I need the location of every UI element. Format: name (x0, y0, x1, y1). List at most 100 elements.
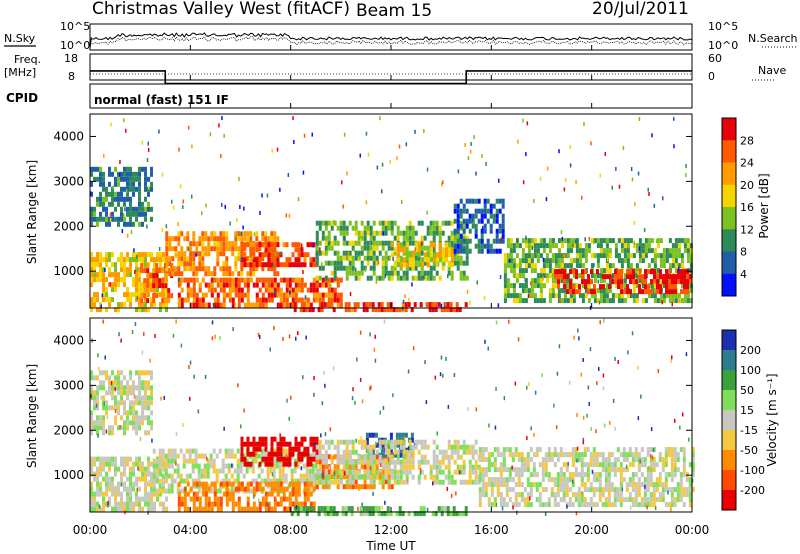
range-gate-cell (446, 302, 450, 308)
range-gate-cell (595, 462, 599, 468)
range-gate-cell (225, 496, 229, 502)
range-gate-cell (616, 447, 620, 453)
range-gate-cell (432, 265, 436, 271)
range-gate-cell (324, 275, 328, 281)
range-gate-cell (649, 467, 653, 473)
range-gate-cell (450, 493, 453, 498)
range-gate-cell (321, 459, 325, 465)
range-gate-cell (123, 272, 126, 278)
range-gate-cell (359, 153, 361, 158)
range-gate-cell (678, 298, 681, 303)
range-gate-cell (141, 140, 144, 145)
range-gate-cell (538, 447, 542, 453)
range-gate-cell (101, 293, 104, 298)
range-gate-cell (462, 464, 466, 470)
range-gate-cell (396, 275, 400, 281)
range-gate-cell (152, 278, 156, 284)
range-gate-cell (653, 253, 657, 259)
range-gate-cell (451, 252, 454, 258)
range-gate-cell (219, 282, 223, 288)
range-gate-cell (526, 477, 530, 483)
range-gate-cell (123, 420, 126, 426)
range-gate-cell (90, 252, 93, 258)
range-gate-cell (96, 476, 99, 482)
range-gate-cell (315, 292, 319, 298)
range-gate-cell (366, 449, 370, 455)
range-gate-cell (466, 289, 469, 294)
range-gate-cell (219, 501, 223, 507)
range-gate-cell (637, 416, 640, 421)
range-gate-cell (214, 334, 216, 339)
range-gate-cell (405, 274, 408, 279)
range-gate-cell (509, 248, 513, 254)
range-gate-cell (276, 302, 280, 308)
range-gate-cell (481, 492, 485, 498)
range-gate-cell (659, 289, 662, 295)
range-gate-cell (411, 275, 415, 281)
range-gate-cell (620, 274, 623, 280)
range-gate-cell (608, 278, 612, 284)
range-gate-cell (512, 293, 516, 299)
range-gate-cell (604, 497, 608, 503)
range-gate-cell (321, 444, 325, 450)
range-gate-cell (158, 283, 162, 289)
range-gate-cell (348, 250, 352, 256)
range-gate-cell (462, 444, 466, 450)
range-gate-cell (408, 439, 412, 445)
range-gate-cell (489, 223, 493, 229)
noise-search-trace (89, 36, 693, 46)
range-gate-cell (562, 492, 566, 498)
range-gate-cell (539, 283, 543, 289)
range-gate-cell (93, 501, 96, 507)
range-gate-cell (138, 211, 141, 217)
range-gate-cell (551, 258, 555, 264)
range-gate-cell (363, 245, 367, 251)
range-gate-cell (267, 242, 271, 248)
range-gate-cell (581, 283, 585, 289)
range-gate-cell (635, 279, 638, 285)
range-gate-cell (682, 447, 686, 453)
range-gate-cell (126, 385, 129, 391)
range-gate-cell (273, 247, 277, 253)
y-tick-label: 4000 (53, 333, 84, 347)
range-gate-cell (345, 479, 349, 485)
range-gate-cell (133, 394, 136, 399)
range-gate-cell (498, 208, 502, 214)
range-gate-cell (245, 468, 249, 474)
range-gate-cell (318, 282, 322, 288)
cpid-label: CPID (6, 91, 38, 105)
range-gate-cell (659, 238, 663, 244)
range-gate-cell (520, 467, 524, 473)
range-gate-cell (194, 458, 198, 464)
range-gate-cell (614, 243, 618, 249)
range-gate-cell (327, 439, 331, 445)
range-gate-cell (327, 297, 331, 303)
range-gate-cell (406, 262, 409, 268)
range-gate-cell (240, 481, 244, 487)
range-gate-cell (246, 506, 250, 512)
range-gate-cell (201, 486, 205, 492)
range-gate-cell (333, 292, 337, 298)
range-gate-cell (270, 491, 274, 497)
range-gate-cell (649, 492, 653, 498)
range-gate-cell (547, 457, 551, 463)
range-gate-cell (408, 265, 412, 271)
range-gate-cell (348, 459, 352, 465)
range-gate-cell (159, 491, 162, 497)
range-gate-cell (321, 220, 325, 226)
range-gate-cell (138, 420, 141, 426)
range-gate-cell (318, 297, 322, 303)
range-gate-cell (342, 454, 346, 460)
range-gate-cell (670, 487, 674, 493)
range-gate-cell (261, 496, 265, 502)
range-gate-cell (201, 251, 205, 257)
range-gate-cell (182, 199, 184, 204)
range-gate-cell (626, 289, 629, 295)
range-gate-cell (604, 472, 608, 478)
range-gate-cell (90, 375, 93, 381)
range-gate-cell (276, 282, 280, 288)
range-gate-cell (649, 447, 653, 453)
range-gate-cell (260, 453, 264, 459)
range-gate-cell (474, 469, 478, 475)
range-gate-cell (198, 282, 202, 288)
